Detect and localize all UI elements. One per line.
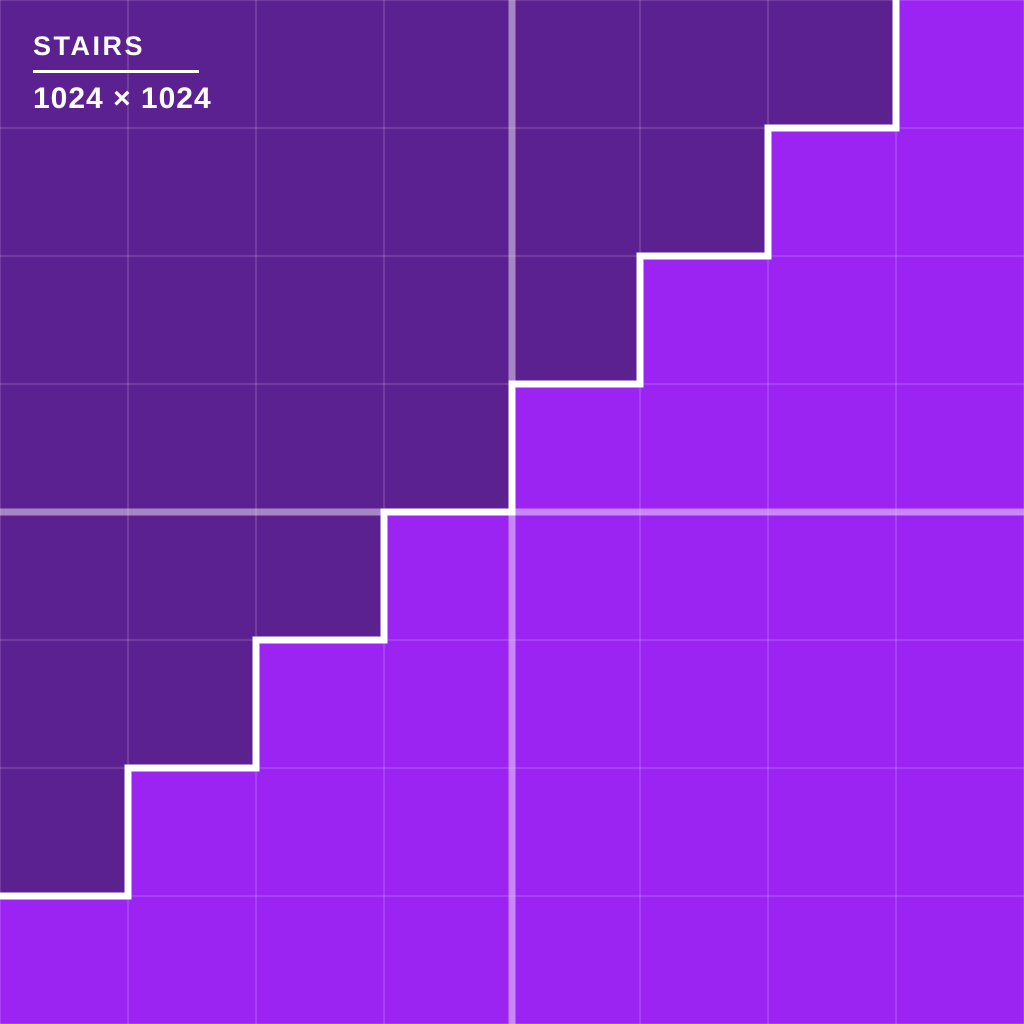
staircase-boundary-line (0, 0, 900, 900)
pattern-dimensions: 1024 × 1024 (33, 82, 212, 116)
title-block: STAIRS 1024 × 1024 (33, 31, 212, 114)
dark-region (0, 0, 896, 896)
pattern-title: STAIRS (33, 31, 146, 61)
title-underline (33, 70, 199, 74)
